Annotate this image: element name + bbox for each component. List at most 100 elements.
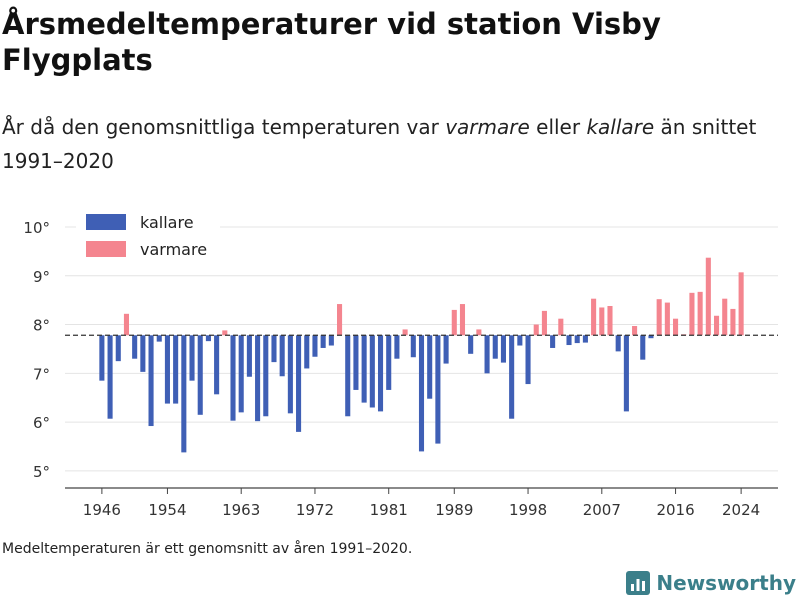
bar-2007 (599, 307, 605, 336)
x-axis: 1946 1954 1963 1972 1981 1989 1998 2007 2016 2024 (65, 487, 778, 519)
legend-label-colder: kallare (140, 213, 194, 232)
bar-1947 (107, 335, 113, 419)
bars (99, 257, 744, 453)
subtitle-part-3: än snittet 1991–2020 (2, 115, 757, 173)
bar-2008 (607, 306, 613, 336)
bar-1982 (394, 335, 400, 359)
bar-1968 (279, 335, 285, 377)
x-tick-label: 1998 (509, 501, 547, 519)
bar-1966 (263, 335, 269, 417)
x-tick-label: 1989 (435, 501, 473, 519)
brand-name: Newsworthy (656, 571, 796, 595)
y-tick-label: 8° (33, 317, 50, 335)
bar-2024 (738, 272, 744, 336)
bar-1959 (205, 335, 211, 342)
subtitle-part-1: År då den genomsnittliga temperaturen va… (2, 115, 446, 139)
bar-1981 (386, 335, 392, 390)
x-tick-label: 1946 (83, 501, 121, 519)
bar-1954 (164, 335, 170, 404)
bar-2023 (730, 308, 736, 336)
bar-2021 (713, 315, 720, 336)
bar-1949 (123, 313, 130, 336)
bar-2003 (566, 335, 572, 346)
bar-1993 (484, 335, 490, 374)
bar-1975 (337, 304, 343, 336)
subtitle-warm-word: varmare (445, 115, 530, 139)
bar-1990 (459, 304, 466, 336)
bar-2012 (640, 335, 646, 360)
y-tick-label: 10° (23, 219, 50, 237)
bar-1988 (443, 335, 449, 364)
bar-1972 (312, 335, 318, 357)
bar-2005 (582, 335, 588, 343)
bar-1965 (255, 335, 261, 422)
subtitle-cold-word: kallare (586, 115, 655, 139)
brand-logo[interactable]: Newsworthy (626, 568, 796, 598)
bar-1996 (509, 335, 515, 419)
chart-title: Årsmedeltemperaturer vid station Visby F… (2, 7, 661, 77)
chart-subtitle: År då den genomsnittliga temperaturen va… (2, 110, 782, 178)
bar-2015 (664, 302, 670, 336)
newsworthy-bar-icon (626, 571, 651, 595)
bar-1956 (181, 335, 187, 453)
footnote: Medeltemperaturen är ett genomsnitt av å… (2, 541, 413, 557)
bar-1997 (517, 335, 523, 346)
bar-2000 (541, 310, 547, 336)
bar-1992 (476, 329, 482, 336)
x-tick-label: 2016 (656, 501, 694, 519)
bar-1962 (230, 335, 236, 421)
bar-1985 (418, 335, 425, 452)
bar-2009 (615, 335, 621, 352)
bar-2001 (550, 335, 556, 348)
bar-1983 (402, 329, 408, 336)
y-tick-label: 9° (33, 268, 50, 286)
bar-1967 (271, 335, 277, 363)
legend-swatch-colder (86, 214, 126, 230)
bar-2002 (558, 318, 564, 336)
bar-1958 (197, 335, 203, 415)
bar-2006 (591, 298, 597, 336)
bar-1971 (304, 335, 310, 369)
x-tick-label: 1963 (222, 501, 260, 519)
bar-1946 (99, 335, 105, 381)
bar-1973 (320, 335, 326, 348)
x-tick-label: 1981 (370, 501, 408, 519)
x-tick-label: 2007 (583, 501, 621, 519)
y-tick-label: 6° (33, 414, 50, 432)
bar-1974 (328, 335, 334, 346)
legend: kallare varmare (76, 210, 220, 266)
bar-2018 (689, 292, 695, 336)
bar-1989 (451, 309, 457, 336)
bar-1963 (238, 335, 244, 413)
bar-1986 (427, 335, 433, 399)
bar-2010 (623, 335, 629, 412)
y-tick-label: 7° (33, 365, 50, 383)
bar-2020 (705, 257, 711, 336)
bar-1991 (468, 335, 474, 354)
bar-2016 (673, 318, 679, 336)
bar-1950 (132, 335, 138, 359)
bar-1969 (287, 335, 293, 414)
bar-1948 (115, 335, 121, 362)
bar-2004 (574, 335, 580, 344)
bar-1984 (410, 335, 416, 358)
bar-1960 (214, 335, 220, 395)
bar-2014 (656, 299, 662, 336)
bar-1964 (246, 335, 252, 377)
bar-1998 (525, 335, 531, 385)
bar-1978 (361, 335, 367, 403)
bar-1957 (189, 335, 195, 381)
bar-1987 (435, 335, 441, 444)
subtitle-part-2: eller (529, 115, 587, 139)
bar-1961 (222, 330, 228, 336)
bar-1980 (377, 335, 384, 412)
bar-1979 (369, 335, 375, 408)
bar-1994 (492, 335, 498, 359)
legend-label-warmer: varmare (140, 240, 207, 259)
bar-1995 (500, 335, 506, 363)
x-tick-label: 1954 (148, 501, 186, 519)
bar-1999 (533, 324, 539, 336)
bar-1970 (296, 335, 302, 432)
bar-1952 (148, 335, 154, 427)
